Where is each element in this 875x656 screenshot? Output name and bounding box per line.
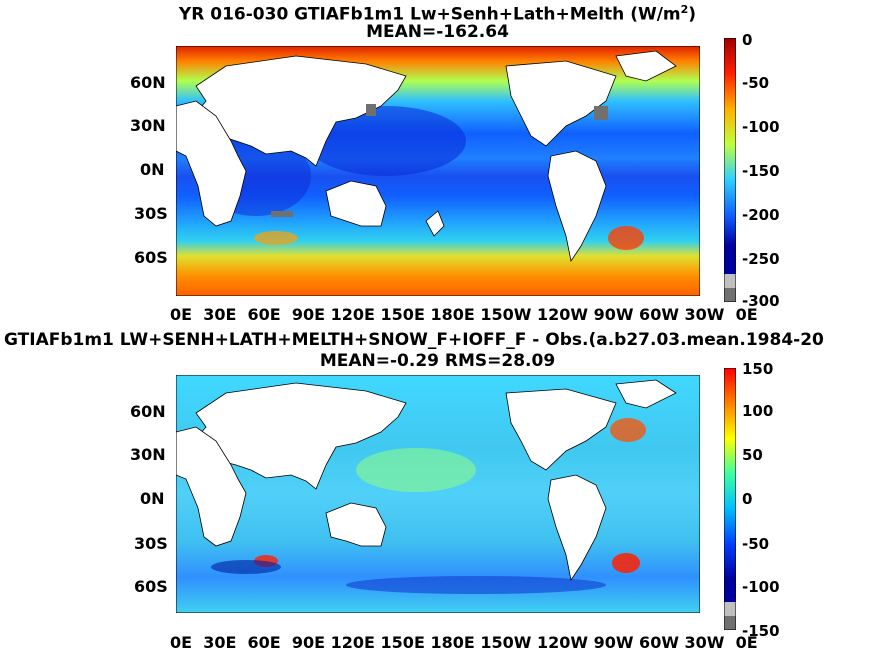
top-title-line2: MEAN=-162.64 bbox=[366, 22, 509, 42]
bottom-warm-falklands bbox=[612, 553, 640, 573]
bottom-lat-label: 60N bbox=[130, 402, 166, 421]
top-lat-label: 30N bbox=[130, 116, 166, 135]
top-cbar-tick: -200 bbox=[742, 206, 780, 224]
bottom-colorbar bbox=[724, 368, 736, 630]
top-cbar-tick: -250 bbox=[742, 250, 780, 268]
top-map bbox=[176, 46, 700, 296]
top-colorbar bbox=[724, 38, 736, 302]
top-cbar-tick: -150 bbox=[742, 162, 780, 180]
top-cbar-tick: -300 bbox=[742, 292, 780, 310]
top-mask-cell bbox=[271, 211, 293, 217]
bottom-warm-gulfstream bbox=[610, 418, 646, 442]
bottom-cbar-tick: 50 bbox=[742, 446, 763, 464]
top-warm-indian-south bbox=[254, 231, 298, 245]
top-title-line1: YR 016-030 GTIAFb1m1 Lw+Senh+Lath+Melth … bbox=[178, 3, 697, 25]
top-warm-south-atlantic bbox=[608, 226, 644, 250]
bottom-land bbox=[176, 379, 677, 582]
top-cbar-tick: 0 bbox=[742, 31, 753, 49]
bottom-warm-pacific bbox=[356, 448, 476, 492]
bottom-cbar-tick: 100 bbox=[742, 402, 774, 420]
bottom-lat-label: 30S bbox=[134, 534, 168, 553]
bottom-title-line2: MEAN=-0.29 RMS=28.09 bbox=[319, 351, 556, 371]
top-cbar-tick: -50 bbox=[742, 74, 770, 92]
top-land bbox=[176, 50, 677, 263]
bottom-map bbox=[176, 375, 700, 613]
top-cbar-tick: -100 bbox=[742, 118, 780, 136]
top-cold-pacific bbox=[306, 106, 466, 176]
bottom-cbar-tick: -50 bbox=[742, 535, 770, 553]
top-lat-label: 60S bbox=[134, 248, 168, 267]
bottom-lon-labels: 0E 30E 60E 90E 120E 150E 180E 150W 120W … bbox=[170, 633, 758, 652]
top-lat-label: 60N bbox=[130, 73, 166, 92]
bottom-cold-agulhas bbox=[211, 560, 281, 574]
top-lat-label: 30S bbox=[134, 204, 168, 223]
bottom-cbar-tick: 150 bbox=[742, 360, 774, 378]
top-mask-cell bbox=[366, 104, 376, 116]
bottom-cbar-tick: -150 bbox=[742, 622, 780, 640]
bottom-lat-label: 0N bbox=[140, 489, 165, 508]
bottom-cbar-tick: -100 bbox=[742, 578, 780, 596]
top-mask-cell bbox=[594, 106, 608, 120]
bottom-cold-southern bbox=[346, 576, 606, 594]
bottom-lat-label: 60S bbox=[134, 577, 168, 596]
top-lat-label: 0N bbox=[140, 160, 165, 179]
bottom-title-line1: GTIAFb1m1 LW+SENH+LATH+MELTH+SNOW_F+IOFF… bbox=[4, 330, 824, 350]
bottom-cbar-tick: 0 bbox=[742, 490, 753, 508]
bottom-lat-label: 30N bbox=[130, 445, 166, 464]
top-lon-labels: 0E 30E 60E 90E 120E 150E 180E 150W 120W … bbox=[170, 305, 758, 324]
